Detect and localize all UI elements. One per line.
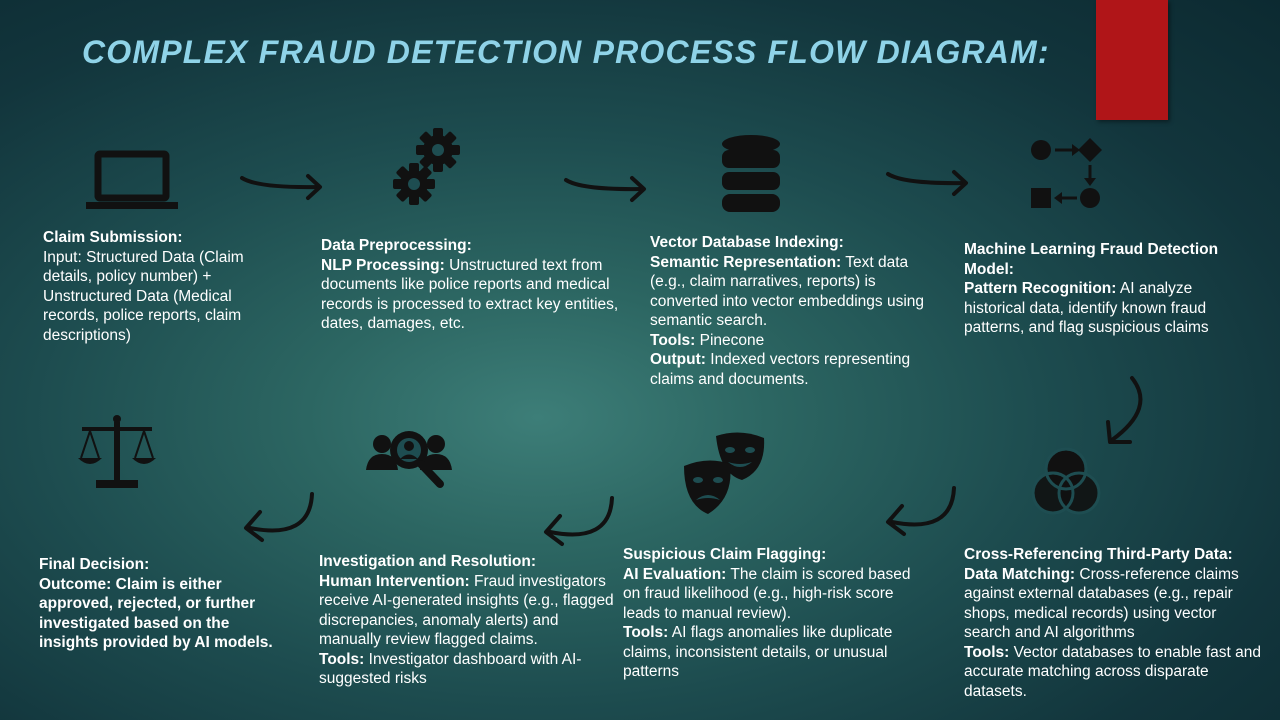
arrow-right-1 [240, 174, 322, 200]
step-text: Pinecone [695, 331, 765, 349]
step-vector-indexing: Vector Database Indexing: Semantic Repre… [650, 233, 942, 389]
masks-icon [680, 430, 768, 520]
step-label: Tools: [623, 624, 669, 641]
step-claim-flagging: Suspicious Claim Flagging: AI Evaluation… [623, 545, 923, 682]
arrow-left-curve-1 [886, 486, 956, 536]
step-text: Investigator dashboard with AI-suggested… [319, 650, 582, 688]
step-heading: Claim Submission: [43, 229, 183, 246]
step-heading: Machine Learning Fraud Detection Model: [964, 241, 1219, 278]
arrow-down-curve [1106, 376, 1143, 444]
step-label: NLP Processing: [321, 256, 445, 274]
step-text: Cross-reference claims against external … [964, 565, 1239, 642]
step-text: Vector databases to enable fast and accu… [964, 643, 1261, 700]
step-text: The claim is scored based on fraud likel… [623, 565, 911, 622]
investigate-icon [364, 426, 454, 492]
step-heading: Investigation and Resolution: [319, 553, 537, 570]
step-label: Human Intervention: [319, 572, 470, 590]
step-heading: Cross-Referencing Third-Party Data: [964, 546, 1233, 563]
step-label: Semantic Representation: [650, 253, 842, 271]
gears-icon [392, 126, 464, 210]
step-heading: Final Decision: [39, 556, 150, 573]
step-text: Text data (e.g., claim narratives, repor… [650, 253, 924, 330]
step-label: AI Evaluation: [623, 565, 727, 583]
step-text: AI flags anomalies like duplicate claims… [623, 624, 893, 680]
venn-icon [1030, 446, 1102, 518]
step-label: Tools: [964, 643, 1010, 661]
step-ml-detection: Machine Learning Fraud Detection Model: … [964, 240, 1249, 338]
step-heading: Vector Database Indexing: [650, 234, 844, 251]
step-heading: Data Preprocessing: [321, 237, 472, 254]
accent-bar [1096, 0, 1168, 120]
step-data-preprocessing: Data Preprocessing: NLP Processing: Unst… [321, 236, 621, 334]
step-label: Output: [650, 351, 706, 368]
step-text: Input: Structured Data (Claim details, p… [43, 248, 244, 344]
arrow-right-3 [886, 170, 968, 196]
step-cross-referencing: Cross-Referencing Third-Party Data: Data… [964, 545, 1264, 701]
process-icon [1028, 136, 1104, 212]
arrow-left-curve-3 [244, 492, 314, 542]
step-label: Pattern Recognition: [964, 280, 1117, 297]
step-text: Unstructured text from documents like po… [321, 256, 619, 333]
step-claim-submission: Claim Submission: Input: Structured Data… [43, 228, 288, 345]
arrow-left-curve-2 [544, 496, 614, 546]
step-investigation: Investigation and Resolution: Human Inte… [319, 552, 614, 689]
step-heading: Suspicious Claim Flagging: [623, 546, 827, 563]
step-label: Tools: [319, 650, 365, 668]
step-label: Tools: [650, 331, 696, 349]
step-text: Outcome: Claim is either approved, rejec… [39, 575, 273, 652]
step-text: Indexed vectors representing claims and … [650, 351, 911, 388]
laptop-icon [84, 148, 180, 214]
step-label: Data Matching: [964, 565, 1076, 583]
scales-icon [76, 414, 158, 490]
database-icon [720, 134, 782, 214]
page-title: COMPLEX FRAUD DETECTION PROCESS FLOW DIA… [82, 34, 1050, 70]
step-final-decision: Final Decision: Outcome: Claim is either… [39, 555, 274, 653]
step-text: Fraud investigators receive AI-generated… [319, 572, 614, 649]
step-text: AI analyze historical data, identify kno… [964, 280, 1209, 336]
arrow-right-2 [564, 176, 646, 202]
